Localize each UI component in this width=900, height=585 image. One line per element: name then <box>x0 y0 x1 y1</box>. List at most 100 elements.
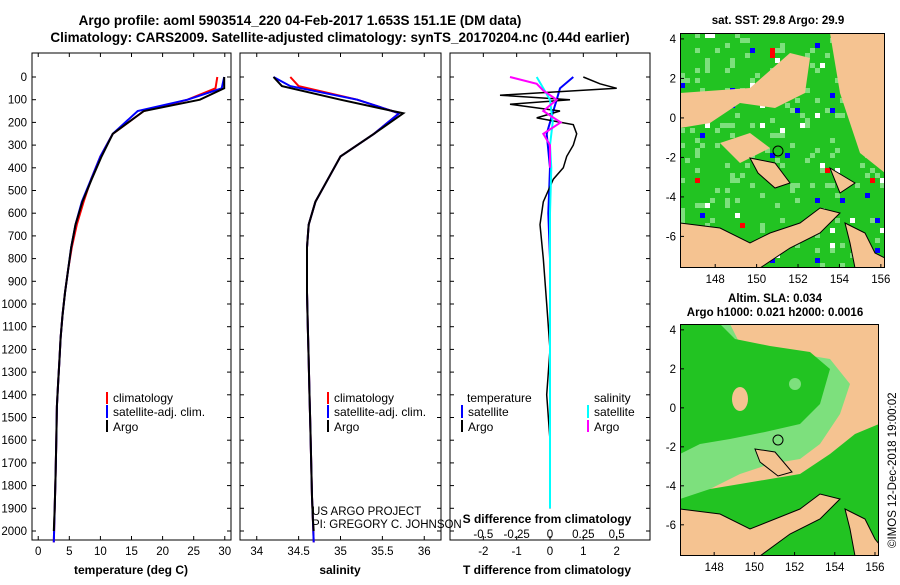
map-x-tick-label: 152 <box>788 274 807 286</box>
difference-panel: -2 -1 0 1 2 -0.5 -0.25 0 0.25 0.5 temperature sat… <box>449 52 651 577</box>
legend-climatology: climatology <box>334 391 394 405</box>
series-line-s-argo <box>509 76 563 168</box>
map-y-tick-label: 0 <box>670 403 676 415</box>
x-tick-label: 35 <box>334 546 347 558</box>
salinity-panel: 34 34.5 35 35.5 36 climatology satellite-adj… <box>239 52 462 577</box>
x-tick-label: 20 <box>156 546 169 558</box>
depth-tick-label: 1000 <box>1 299 27 311</box>
temperature-xlabel: temperature (deg C) <box>74 563 188 577</box>
t-tick-label: 0 <box>547 546 553 558</box>
depth-tick-label: 800 <box>8 254 27 266</box>
x-tick-label: 35.5 <box>371 546 393 558</box>
map-y-tick-label: 2 <box>670 73 676 85</box>
watermark: ©IMOS 12-Dec-2018 19:00:02 <box>887 392 899 548</box>
argo-location-marker <box>772 145 784 157</box>
map-x-tick-label: 156 <box>871 274 890 286</box>
depth-tick-label: 0 <box>21 72 27 84</box>
depth-tick-label: 600 <box>8 208 27 220</box>
depth-tick-label: 1400 <box>1 390 27 402</box>
legend-temperature: temperature <box>467 391 532 405</box>
sla-map-title: Altim. SLA: 0.034 <box>728 293 823 305</box>
series-line-argo <box>272 76 406 532</box>
depth-axis: 0 100 200 300 400 500 600 700 800 900 1000 1100 1200… <box>1 72 27 538</box>
map-y-tick-label: -2 <box>666 442 676 454</box>
series-line-s-satellite <box>535 76 554 509</box>
legend-s-argo: Argo <box>594 420 620 434</box>
s-tick-label: -0.5 <box>473 529 493 541</box>
depth-tick-label: 300 <box>8 140 27 152</box>
depth-tick-label: 1100 <box>2 322 27 334</box>
legend-satellite: satellite-adj. clim. <box>113 405 205 419</box>
legend-argo: Argo <box>113 420 139 434</box>
depth-tick-label: 1300 <box>1 367 27 379</box>
sla-map-canvas <box>680 324 879 556</box>
legend-t-satellite: satellite <box>468 405 509 419</box>
s-tick-label: -0.25 <box>504 529 530 541</box>
x-tick-label: 30 <box>218 546 231 558</box>
sst-map: sat. SST: 29.8 Argo: 29.9 148 150 152 154 15… <box>666 15 891 286</box>
sla-map: Altim. SLA: 0.034 Argo h1000: 0.021 h200… <box>666 293 885 574</box>
map-x-tick-label: 154 <box>830 274 850 286</box>
depth-tick-label: 100 <box>8 95 27 107</box>
temperature-legend: climatology satellite-adj. clim. Argo <box>106 391 205 434</box>
depth-tick-label: 2000 <box>1 526 27 538</box>
legend-satellite: satellite-adj. clim. <box>334 405 426 419</box>
map-y-tick-label: -4 <box>666 481 677 493</box>
legend-s-satellite: satellite <box>594 405 635 419</box>
depth-tick-label: 700 <box>8 231 27 243</box>
map-y-tick-label: 0 <box>670 113 676 125</box>
temperature-panel: 0 5 10 15 20 25 30 climatology satellite-adj. … <box>31 52 232 577</box>
x-tick-label: 5 <box>66 546 72 558</box>
depth-tick-label: 200 <box>8 117 27 129</box>
x-tick-label: 34.5 <box>287 546 309 558</box>
salinity-xlabel: salinity <box>319 563 361 577</box>
argo-location-marker <box>772 434 784 446</box>
legend-argo: Argo <box>334 420 360 434</box>
header-line-2: Climatology: CARS2009. Satellite-adjuste… <box>50 30 629 45</box>
depth-tick-label: 1500 <box>1 413 27 425</box>
map-y-tick-label: -6 <box>666 520 676 532</box>
x-tick-label: 15 <box>125 546 138 558</box>
map-x-tick-label: 148 <box>705 562 724 574</box>
t-tick-label: 1 <box>580 546 586 558</box>
s-tick-label: 0.5 <box>609 529 625 541</box>
depth-tick-label: 1900 <box>1 503 27 515</box>
temperature-frame <box>31 52 232 541</box>
depth-tick-label: 1600 <box>1 435 27 447</box>
series-line-t-argo <box>499 76 617 509</box>
x-tick-label: 34 <box>250 546 263 558</box>
map-y-tick-label: 4 <box>670 325 677 337</box>
depth-tick-label: 400 <box>8 163 27 175</box>
map-y-tick-label: 2 <box>670 364 676 376</box>
x-tick-label: 36 <box>418 546 431 558</box>
s-tick-label: 0.25 <box>572 529 594 541</box>
t-tick-label: -1 <box>512 546 522 558</box>
sla-map-subtitle: Argo h1000: 0.021 h2000: 0.0016 <box>687 307 863 319</box>
t-tick-label: 2 <box>613 546 619 558</box>
map-y-tick-label: -2 <box>666 152 676 164</box>
map-x-tick-label: 150 <box>745 562 764 574</box>
series-line-argo <box>52 77 226 532</box>
sst-map-title: sat. SST: 29.8 Argo: 29.9 <box>712 15 845 27</box>
credit-project: US ARGO PROJECT <box>312 506 421 518</box>
x-tick-label: 25 <box>187 546 200 558</box>
series-line-climatology <box>52 76 219 543</box>
t-tick-label: -2 <box>478 546 488 558</box>
map-y-tick-label: -4 <box>666 192 677 204</box>
header-line-1: Argo profile: aoml 5903514_220 04-Feb-20… <box>79 13 522 28</box>
legend-t-argo: Argo <box>468 420 494 434</box>
sst-map-canvas <box>680 33 885 268</box>
map-x-tick-label: 152 <box>785 562 804 574</box>
s-difference-label: S difference from climatology <box>463 512 632 526</box>
salinity-frame <box>239 52 442 541</box>
map-x-tick-label: 154 <box>825 562 845 574</box>
s-tick-label: 0 <box>547 529 553 541</box>
depth-tick-label: 500 <box>8 186 27 198</box>
map-x-tick-label: 156 <box>865 562 884 574</box>
depth-tick-label: 900 <box>8 276 27 288</box>
legend-salinity: salinity <box>594 391 631 405</box>
salinity-legend: climatology satellite-adj. clim. Argo <box>327 391 426 434</box>
map-y-tick-label: 4 <box>670 34 677 46</box>
map-x-tick-label: 148 <box>706 274 725 286</box>
